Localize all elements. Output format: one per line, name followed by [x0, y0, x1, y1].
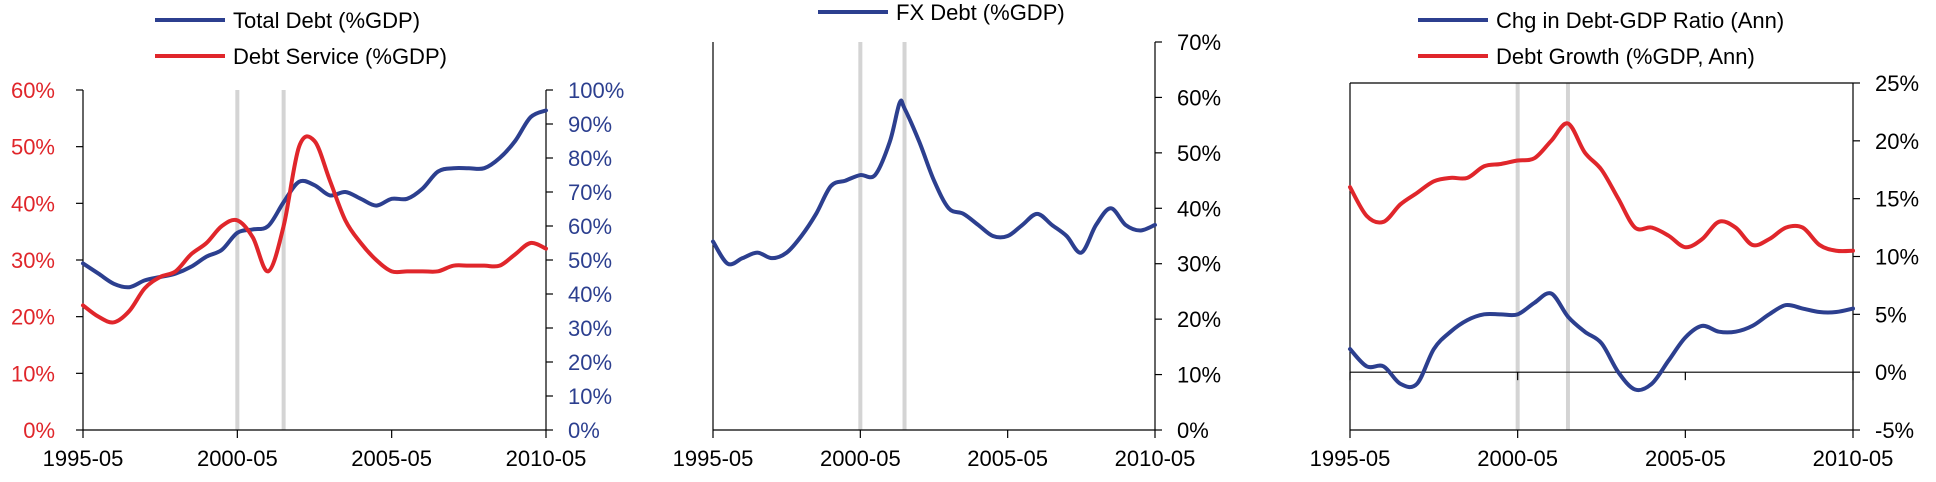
right-tick-label: 20% [568, 350, 612, 375]
right-tick-label: 15% [1875, 187, 1919, 212]
right-tick-label: 100% [568, 78, 624, 103]
right-tick-label: 80% [568, 146, 612, 171]
chart-panel-1: 1995-05 2000-05 2005-05 2010-05 0% 10% 20% 30% 4… [11, 8, 624, 471]
right-tick-label: 90% [568, 112, 612, 137]
right-tick-label: 70% [568, 180, 612, 205]
left-tick-label: 50% [11, 135, 55, 160]
right-tick-label: 60% [568, 214, 612, 239]
right-tick-label: -5% [1875, 418, 1914, 443]
series-line-1 [711, 98, 1157, 267]
right-tick-label: 60% [1177, 85, 1221, 110]
right-tick-label: 50% [568, 248, 612, 273]
x-tick-label: 2005-05 [351, 446, 432, 471]
right-tick-label: 0% [1177, 418, 1209, 443]
right-tick-label: 10% [568, 384, 612, 409]
legend-label: FX Debt (%GDP) [896, 0, 1065, 25]
right-tick-label: 10% [1875, 245, 1919, 270]
left-tick-label: 60% [11, 78, 55, 103]
legend-label: Total Debt (%GDP) [233, 8, 420, 33]
right-tick-label: 40% [1177, 196, 1221, 221]
left-tick-label: 40% [11, 191, 55, 216]
legend-label: Debt Service (%GDP) [233, 44, 447, 69]
left-tick-label: 0% [23, 418, 55, 443]
right-tick-label: 0% [568, 418, 600, 443]
x-tick-label: 2000-05 [820, 446, 901, 471]
x-tick-label: 2005-05 [1645, 446, 1726, 471]
chart-panel-2: 1995-05 2000-05 2005-05 2010-05 0% 10% 20% 30% 4… [673, 0, 1221, 471]
right-tick-label: 5% [1875, 302, 1907, 327]
x-tick-label: 2010-05 [1813, 446, 1894, 471]
x-tick-label: 1995-05 [1310, 446, 1391, 471]
left-tick-label: 20% [11, 305, 55, 330]
left-tick-label: 30% [11, 248, 55, 273]
series-line-1 [81, 108, 548, 290]
left-tick-label: 10% [11, 361, 55, 386]
x-tick-label: 2005-05 [967, 446, 1048, 471]
right-tick-label: 30% [1177, 252, 1221, 277]
chart-panel-3: 1995-05 2000-05 2005-05 2010-05 -5% 0% 5% 10% 15… [1310, 8, 1919, 471]
x-tick-label: 2010-05 [1115, 446, 1196, 471]
right-tick-label: 20% [1875, 129, 1919, 154]
right-tick-label: 40% [568, 282, 612, 307]
series-line-2 [1348, 121, 1855, 254]
x-tick-label: 1995-05 [43, 446, 124, 471]
x-tick-label: 1995-05 [673, 446, 754, 471]
right-tick-label: 0% [1875, 360, 1907, 385]
right-tick-label: 30% [568, 316, 612, 341]
right-tick-label: 20% [1177, 307, 1221, 332]
x-tick-label: 2000-05 [1477, 446, 1558, 471]
x-tick-label: 2000-05 [197, 446, 278, 471]
right-tick-label: 70% [1177, 30, 1221, 55]
legend-label: Debt Growth (%GDP, Ann) [1496, 44, 1755, 69]
series-line-1 [1348, 291, 1855, 393]
series-line-2 [81, 134, 548, 325]
right-tick-label: 25% [1875, 71, 1919, 96]
right-tick-label: 50% [1177, 141, 1221, 166]
x-tick-label: 2010-05 [506, 446, 587, 471]
legend-label: Chg in Debt-GDP Ratio (Ann) [1496, 8, 1784, 33]
right-tick-label: 10% [1177, 363, 1221, 388]
